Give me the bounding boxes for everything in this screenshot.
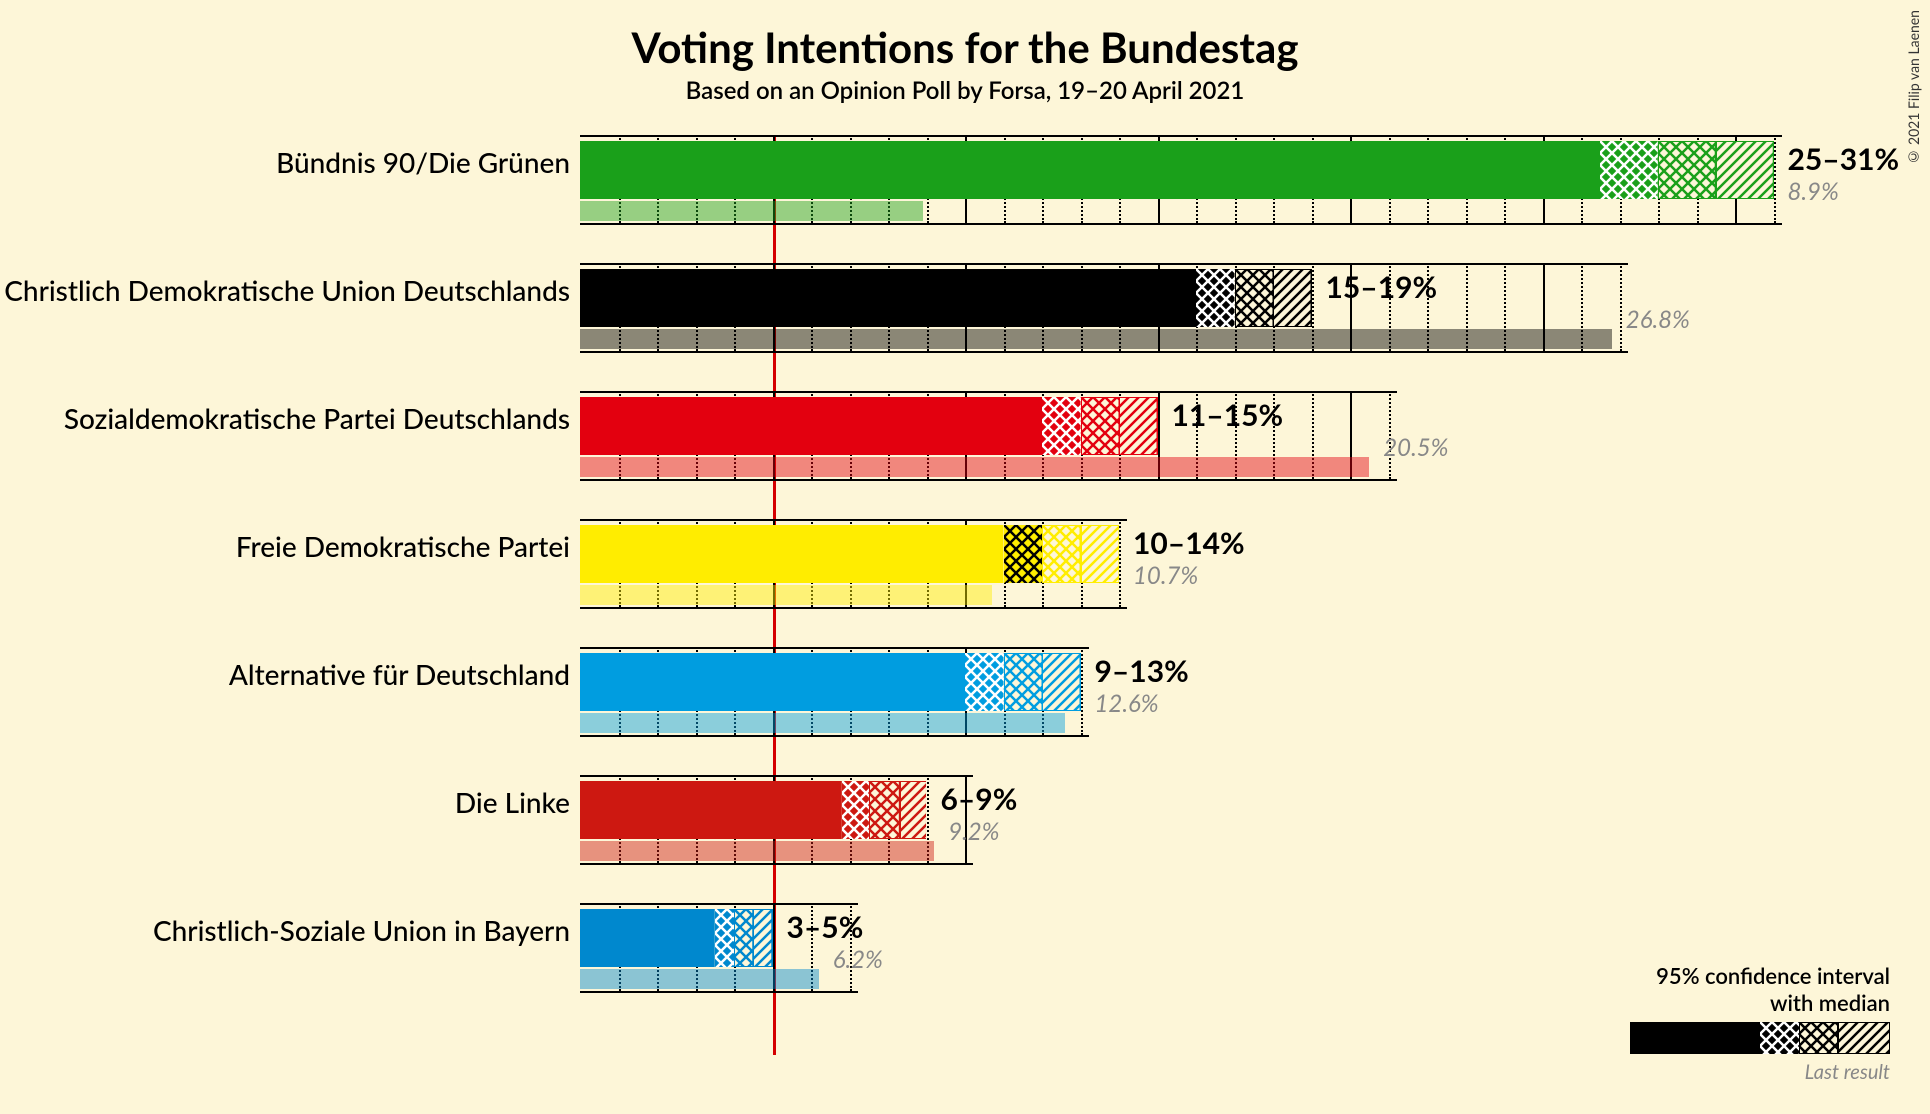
last-result-bar	[580, 713, 1065, 733]
axis-line	[580, 607, 1127, 609]
legend-last-label: Last result	[1630, 1060, 1890, 1084]
last-result-label: 9.2%	[948, 817, 999, 846]
last-result-label: 8.9%	[1788, 177, 1839, 206]
party-row: Sozialdemokratische Partei Deutschlands1…	[580, 391, 1780, 519]
last-result-bar	[580, 585, 992, 605]
chart-title: Voting Intentions for the Bundestag	[0, 0, 1930, 72]
axis-line	[580, 991, 858, 993]
plot-area: Bündnis 90/Die Grünen25–31%8.9%Christlic…	[580, 135, 1780, 1055]
range-label: 9–13%	[1095, 653, 1189, 689]
last-result-bar	[580, 841, 934, 861]
party-label: Christlich Demokratische Union Deutschla…	[4, 273, 570, 307]
tick	[1081, 647, 1083, 735]
party-row: Alternative für Deutschland9–13%12.6%	[580, 647, 1780, 775]
party-label: Bündnis 90/Die Grünen	[276, 145, 570, 179]
last-result-label: 26.8%	[1626, 305, 1690, 334]
legend-line1: 95% confidence interval	[1630, 962, 1890, 989]
chart-area: Bündnis 90/Die Grünen25–31%8.9%Christlic…	[0, 135, 1930, 1055]
party-row: Freie Demokratische Partei10–14%10.7%	[580, 519, 1780, 647]
party-row: Christlich-Soziale Union in Bayern3–5%6.…	[580, 903, 1780, 1031]
party-label: Sozialdemokratische Partei Deutschlands	[64, 401, 570, 435]
party-label: Alternative für Deutschland	[229, 657, 570, 691]
axis-line	[580, 479, 1397, 481]
range-label: 15–19%	[1326, 269, 1438, 305]
legend-line2: with median	[1630, 989, 1890, 1016]
last-result-label: 6.2%	[833, 945, 883, 974]
last-result-bar	[580, 457, 1369, 477]
axis-line	[580, 735, 1089, 737]
last-result-bar	[580, 201, 923, 221]
last-result-label: 10.7%	[1133, 561, 1198, 590]
party-row: Bündnis 90/Die Grünen25–31%8.9%	[580, 135, 1780, 263]
legend-bar	[1630, 1022, 1890, 1054]
party-label: Freie Demokratische Partei	[236, 529, 570, 563]
tick	[1620, 263, 1622, 351]
range-label: 11–15%	[1172, 397, 1284, 433]
range-label: 3–5%	[787, 909, 864, 945]
legend: 95% confidence interval with median Last…	[1630, 962, 1890, 1084]
chart-subtitle: Based on an Opinion Poll by Forsa, 19–20…	[0, 76, 1930, 105]
axis-line	[580, 863, 973, 865]
range-label: 10–14%	[1133, 525, 1245, 561]
party-row: Christlich Demokratische Union Deutschla…	[580, 263, 1780, 391]
last-result-label: 20.5%	[1383, 433, 1448, 462]
range-label: 25–31%	[1788, 141, 1900, 177]
party-label: Christlich-Soziale Union in Bayern	[153, 913, 570, 947]
tick	[1119, 519, 1121, 607]
last-result-label: 12.6%	[1095, 689, 1159, 718]
tick	[1774, 135, 1776, 223]
party-label: Die Linke	[455, 785, 570, 819]
axis-line	[580, 223, 1782, 225]
last-result-bar	[580, 329, 1612, 349]
axis-line	[580, 351, 1628, 353]
party-row: Die Linke6–9%9.2%	[580, 775, 1780, 903]
range-label: 6–9%	[941, 781, 1018, 817]
chart-page: © 2021 Filip van Laenen Voting Intention…	[0, 0, 1930, 1114]
last-result-bar	[580, 969, 819, 989]
